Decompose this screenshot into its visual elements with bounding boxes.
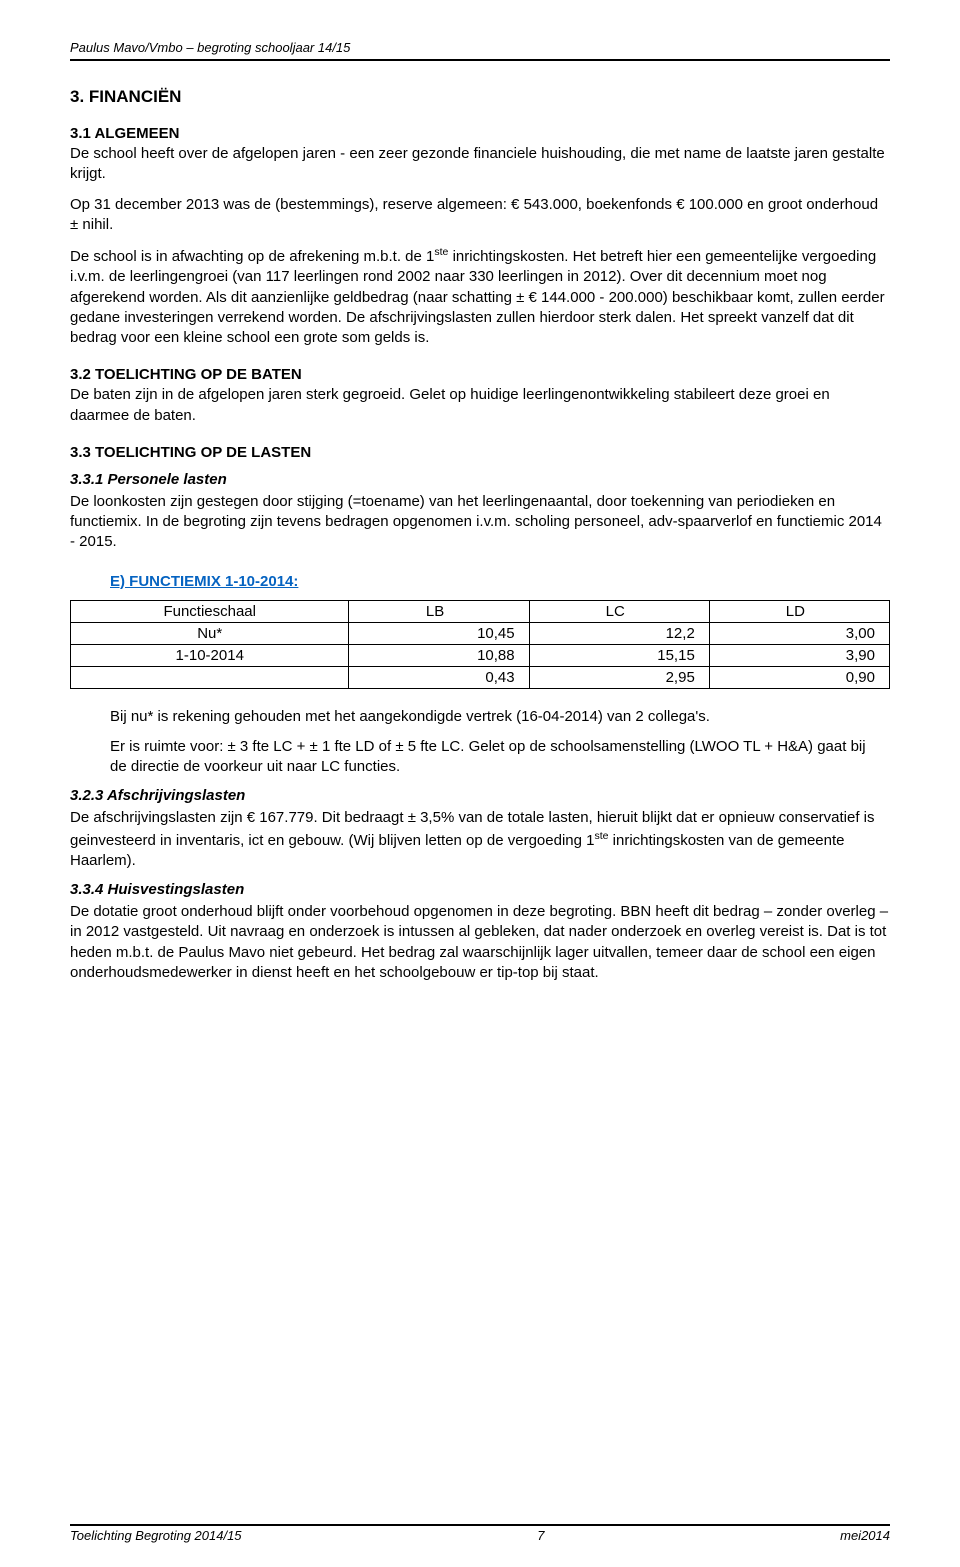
cell-r1c2: 10,45	[349, 622, 529, 644]
cell-r3c4: 0,90	[709, 666, 889, 688]
section-3-1-heading: 3.1 ALGEMEEN	[70, 125, 890, 142]
superscript-ste: ste	[434, 246, 448, 258]
para-3-1-c-pre: De school is in afwachting op de afreken…	[70, 248, 434, 265]
cell-r2c1: 1-10-2014	[71, 644, 349, 666]
table-row-header: Functieschaal LB LC LD	[71, 600, 890, 622]
section-3-3-heading: 3.3 TOELICHTING OP DE LASTEN	[70, 444, 890, 461]
footer-left: Toelichting Begroting 2014/15	[70, 1528, 242, 1543]
cell-r3c2: 0,43	[349, 666, 529, 688]
cell-r3c3: 2,95	[529, 666, 709, 688]
para-3-3-1: De loonkosten zijn gestegen door stijgin…	[70, 492, 890, 553]
superscript-ste-2: ste	[594, 830, 608, 842]
section-3-3-1-heading: 3.3.1 Personele lasten	[70, 471, 890, 488]
para-3-3-4: De dotatie groot onderhoud blijft onder …	[70, 902, 890, 983]
section-3-3-4-heading: 3.3.4 Huisvestingslasten	[70, 881, 890, 898]
table-row: 0,43 2,95 0,90	[71, 666, 890, 688]
table-row: Nu* 10,45 12,2 3,00	[71, 622, 890, 644]
page-header: Paulus Mavo/Vmbo – begroting schooljaar …	[70, 40, 890, 55]
cell-r2c4: 3,90	[709, 644, 889, 666]
table-row: 1-10-2014 10,88 15,15 3,90	[71, 644, 890, 666]
footer-page-number: 7	[537, 1528, 544, 1543]
page-footer: Toelichting Begroting 2014/15 7 mei2014	[70, 1524, 890, 1543]
cell-r2c3: 15,15	[529, 644, 709, 666]
cell-r1c3: 12,2	[529, 622, 709, 644]
section-3-2-heading: 3.2 TOELICHTING OP DE BATEN	[70, 366, 890, 383]
para-3-2-3: De afschrijvingslasten zijn € 167.779. D…	[70, 808, 890, 871]
th-functieschaal: Functieschaal	[71, 600, 349, 622]
para-bij-nu: Bij nu* is rekening gehouden met het aan…	[110, 707, 880, 727]
section-3-2-3-heading: 3.2.3 Afschrijvingslasten	[70, 787, 890, 804]
para-3-2: De baten zijn in de afgelopen jaren ster…	[70, 385, 890, 426]
para-3-1-a: De school heeft over de afgelopen jaren …	[70, 144, 890, 185]
para-ruimte: Er is ruimte voor: ± 3 fte LC + ± 1 fte …	[110, 737, 880, 778]
para-3-1-b: Op 31 december 2013 was de (bestemmings)…	[70, 195, 890, 236]
th-ld: LD	[709, 600, 889, 622]
th-lc: LC	[529, 600, 709, 622]
cell-r2c2: 10,88	[349, 644, 529, 666]
footer-right: mei2014	[840, 1528, 890, 1543]
header-rule	[70, 59, 890, 61]
link-functiemix[interactable]: E) FUNCTIEMIX 1-10-2014:	[110, 573, 890, 590]
para-3-1-c: De school is in afwachting op de afreken…	[70, 245, 890, 348]
cell-r3c1	[71, 666, 349, 688]
th-lb: LB	[349, 600, 529, 622]
cell-r1c4: 3,00	[709, 622, 889, 644]
cell-r1c1: Nu*	[71, 622, 349, 644]
functiemix-table: Functieschaal LB LC LD Nu* 10,45 12,2 3,…	[70, 600, 890, 689]
section-3-heading: 3. FINANCIËN	[70, 87, 890, 107]
